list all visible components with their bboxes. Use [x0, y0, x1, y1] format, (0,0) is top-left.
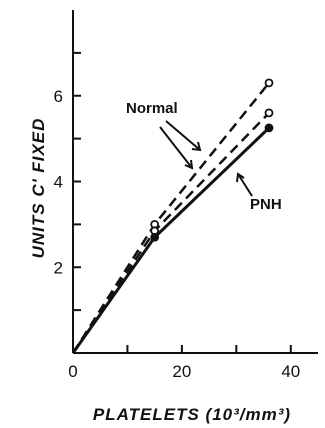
normal-arrow-lower: [159, 126, 193, 169]
annotation-normal: Normal: [126, 100, 178, 117]
series-1-point: [264, 78, 274, 88]
y-tick-label: 2: [54, 258, 63, 277]
x-axis-title: PLATELETS (10³/mm³): [93, 405, 291, 424]
normal-arrow-lower-head: [184, 159, 194, 170]
ticks: 0 20 40 2 4 6: [54, 51, 300, 381]
series-group: [71, 78, 274, 354]
x-tick-label: 0: [68, 362, 77, 381]
normal-arrow-upper-head: [191, 141, 202, 152]
pnh-arrow-head: [236, 172, 245, 183]
y-tick-label: 4: [54, 173, 63, 192]
series-3-point: [264, 123, 274, 133]
y-tick-label: 6: [54, 87, 63, 106]
annotation-pnh: PNH: [250, 196, 282, 213]
normal-arrow-upper: [165, 120, 201, 151]
series-line-3: [71, 126, 271, 354]
x-tick-label: 20: [172, 362, 191, 381]
series-2-point: [264, 108, 274, 118]
y-axis-title: UNITS C' FIXED: [29, 118, 48, 259]
annotation-arrows: [159, 120, 253, 197]
series-3-point: [150, 232, 160, 242]
pnh-arrow: [237, 173, 253, 197]
series-line-2: [71, 112, 270, 354]
x-tick-label: 40: [281, 362, 300, 381]
